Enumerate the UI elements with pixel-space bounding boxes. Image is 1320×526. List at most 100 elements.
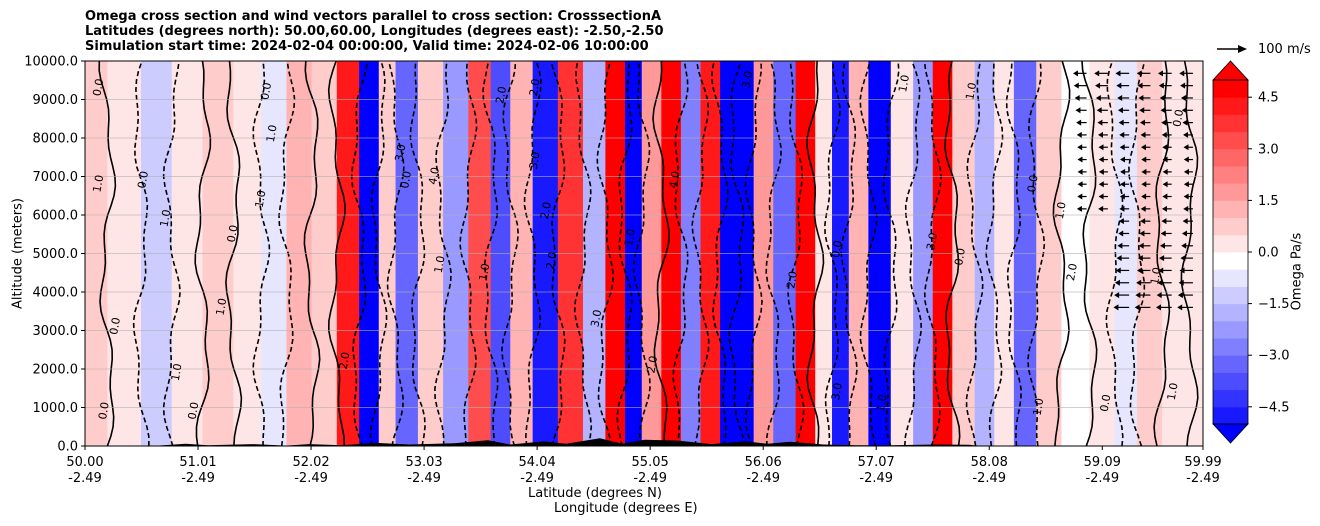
contour-label: 3.0	[829, 382, 845, 401]
colorbar-segment	[1213, 303, 1248, 322]
wind-vector	[1118, 119, 1130, 126]
wind-vector	[1137, 82, 1151, 89]
contour-label: 3.0	[527, 151, 543, 170]
y-tick-label: 10000.0	[24, 55, 78, 70]
wind-vector	[1183, 168, 1193, 175]
contour-label: 3.0	[924, 232, 940, 251]
colorbar-segment	[1213, 166, 1248, 184]
wind-vector	[1140, 131, 1151, 138]
contour-label: 2.0	[538, 201, 554, 220]
wind-vector	[1180, 255, 1193, 262]
contour-label: 1.0	[896, 74, 912, 93]
contour-label: 4.0	[667, 170, 683, 189]
contour-labels: 0.0 1.0 0.0 0.0 0.0 1.0 1.0 0.0 1.0 0.0 0.0 1.0 1.0 2…	[90, 70, 1186, 421]
wind-vector	[1077, 168, 1087, 175]
contour-label: 0.0	[135, 170, 151, 189]
wind-vector	[1120, 168, 1130, 175]
contour-label: 0.0	[1025, 174, 1041, 193]
wind-vector	[1141, 193, 1151, 200]
wind-vector	[1140, 205, 1151, 212]
contour-label: 0.0	[225, 224, 241, 243]
colorbar-segment	[1213, 80, 1248, 98]
y-tick-label: 5000.0	[33, 247, 79, 262]
wind-vector	[1141, 168, 1151, 175]
x-tick-label: 58.08	[971, 455, 1008, 470]
wind-vector	[1097, 119, 1108, 126]
wind-vector	[1117, 94, 1130, 101]
contour-label: 0.0	[952, 247, 968, 266]
contour-label: 0.0	[829, 239, 845, 258]
contour-label: 2.0	[527, 78, 543, 97]
wind-vector	[1094, 70, 1108, 77]
x-tick-label-lon: -2.49	[520, 471, 554, 486]
contour-label: 1.0	[1165, 382, 1181, 401]
x-axis-label-secondary: Longitude (degrees E)	[554, 501, 698, 516]
contour-label: 1.0	[253, 189, 269, 208]
x-tick-label: 54.04	[519, 455, 556, 470]
wind-vector	[1178, 279, 1193, 286]
wind-vector	[1182, 119, 1193, 126]
colorbar-extend-max	[1212, 60, 1249, 81]
wind-vector	[1135, 292, 1151, 299]
x-tick-label: 57.07	[858, 455, 895, 470]
wind-vector	[1119, 205, 1130, 212]
wind-vector	[1179, 70, 1193, 77]
colorbar-tick-label: 1.5	[1258, 194, 1279, 209]
y-axis-label: Altitude (meters)	[10, 198, 26, 309]
wind-vector	[1115, 70, 1130, 77]
contour-label: 0.0	[258, 81, 274, 100]
wind-vector	[1075, 107, 1087, 114]
y-axis: 0.0 1000.0 2000.0 3000.0 4000.0 5000.0 6000.0 7…	[24, 55, 85, 455]
colorbar: 4.5 3.0 1.5 0.0 −1.5 −3.0 −4.5	[1212, 60, 1290, 444]
wind-vector	[1113, 304, 1130, 311]
colorbar-extend-min	[1212, 423, 1249, 444]
x-axis: 50.00-2.4951.01-2.4952.02-2.4953.03-2.49…	[66, 446, 1222, 486]
wind-vector	[1076, 205, 1087, 212]
colorbar-segment	[1213, 286, 1248, 305]
wind-vector	[1114, 292, 1130, 299]
wind-vector	[1180, 82, 1193, 89]
contour-label: 1.0	[214, 297, 230, 316]
wind-vector	[1096, 107, 1108, 114]
contour-label: 2.0	[1064, 262, 1080, 281]
contour-label: 1.0	[1030, 397, 1046, 416]
x-tick-label-lon: -2.49	[859, 471, 893, 486]
y-tick-label: 2000.0	[33, 363, 79, 378]
wind-vector	[1114, 279, 1130, 286]
colorbar-segment	[1213, 269, 1248, 287]
gridlines	[85, 99, 1203, 408]
wind-vector	[1076, 131, 1087, 138]
wind-vector	[1162, 168, 1172, 175]
contour-label: 0.0	[1098, 393, 1114, 412]
wind-vector	[1098, 205, 1108, 212]
terrain	[85, 438, 1203, 446]
contour-label: 3.0	[740, 70, 756, 89]
wind-vector	[1140, 144, 1151, 151]
x-tick-label-lon: -2.49	[746, 471, 780, 486]
wind-vector	[1119, 193, 1130, 200]
wind-vector	[1159, 255, 1172, 262]
wind-vector	[1077, 181, 1087, 188]
colorbar-tick-label: 0.0	[1258, 246, 1279, 261]
colorbar-segment	[1213, 217, 1248, 236]
colorbar-segment	[1213, 355, 1248, 373]
colorbar-segment	[1213, 406, 1248, 425]
contour-label: 2.0	[784, 270, 800, 289]
y-tick-label: 6000.0	[33, 209, 79, 224]
wind-vector	[1098, 144, 1108, 151]
wind-vector	[1157, 279, 1172, 286]
x-tick-label: 59.09	[1084, 455, 1121, 470]
wind-vector	[1098, 193, 1108, 200]
colorbar-segment	[1213, 338, 1248, 356]
colorbar-segment	[1213, 200, 1248, 219]
y-tick-label: 0.0	[57, 440, 78, 455]
wind-vector	[1177, 304, 1193, 311]
contour-label: 3.0	[588, 309, 604, 328]
wind-vector	[1179, 267, 1193, 274]
wind-vector	[1159, 242, 1172, 249]
wind-vector	[1182, 218, 1193, 225]
wind-vector	[1183, 144, 1193, 151]
wind-vector	[1181, 230, 1193, 237]
contour-label: 4.0	[426, 166, 442, 185]
